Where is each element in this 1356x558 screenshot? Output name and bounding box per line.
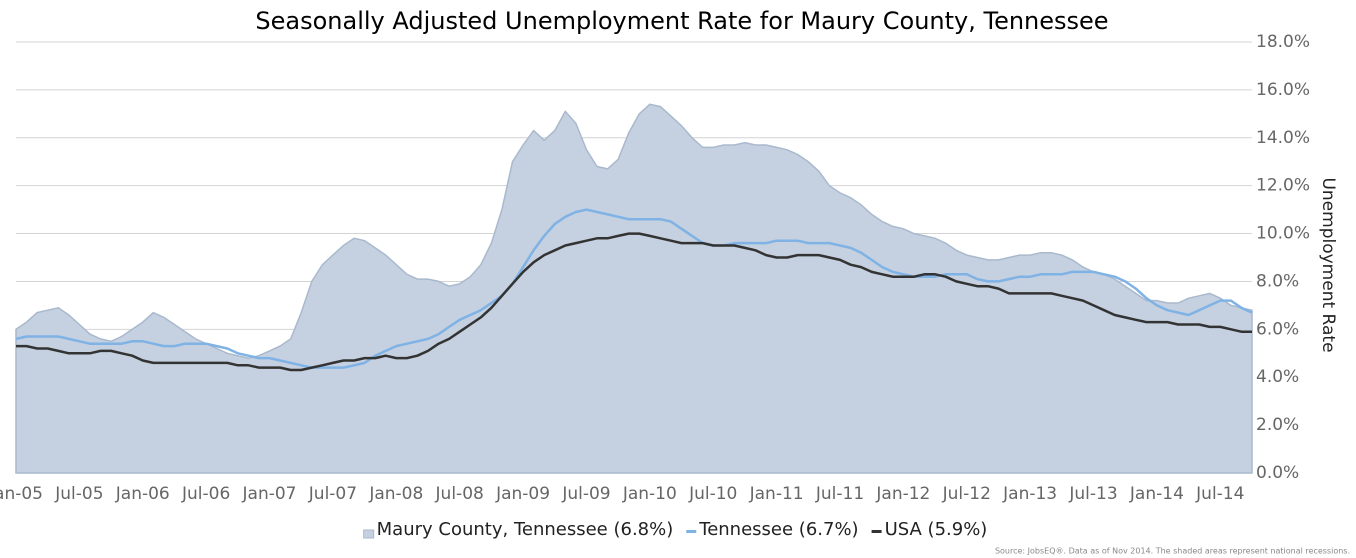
x-tick-label: Jan-12 [875,484,930,504]
x-tick-label: Jan-07 [242,484,297,504]
y-tick-label: 4.0% [1256,367,1299,387]
x-tick-label: Jul-14 [1195,484,1244,504]
x-tick-label: Jul-06 [181,484,230,504]
x-tick-label: Jul-11 [815,484,864,504]
chart-title: Seasonally Adjusted Unemployment Rate fo… [255,7,1108,35]
y-tick-label: 12.0% [1256,176,1310,196]
x-tick-label: Jul-13 [1068,484,1117,504]
x-tick-label: Jul-08 [435,484,484,504]
y-tick-label: 16.0% [1256,80,1310,100]
x-tick-label: Jan-13 [1002,484,1057,504]
y-axis-label: Unemployment Rate [1318,177,1338,352]
y-tick-label: 0.0% [1256,463,1299,483]
y-tick-label: 6.0% [1256,319,1299,339]
x-tick-label: Jul-09 [561,484,610,504]
y-tick-label: 8.0% [1256,271,1299,291]
area [15,103,1253,474]
y-tick-label: 14.0% [1256,128,1310,148]
line [15,208,1253,369]
y-tick-label: 18.0% [1256,32,1310,52]
line [16,232,1252,372]
x-tick-label: Jan-06 [115,484,170,504]
legend-swatch [686,530,697,533]
y-tick-label: 2.0% [1256,415,1299,435]
legend-label: USA (5.9%) [885,519,988,540]
x-tick-label: Jan-08 [368,484,423,504]
legend-label: Tennessee (6.7%) [698,519,858,540]
legend-swatch [871,530,882,533]
x-tick-label: Jul-07 [308,484,357,504]
x-tick-label: Jan-09 [495,484,550,504]
x-tick-label: Jul-12 [942,484,991,504]
x-tick-label: Jul-10 [688,484,737,504]
x-tick-label: Jan-05 [0,484,43,504]
x-tick-label: Jan-11 [749,484,804,504]
x-tick-label: Jan-10 [622,484,677,504]
legend-label: Maury County, Tennessee (6.8%) [377,519,674,540]
x-tick-label: Jul-05 [54,484,103,504]
y-tick-label: 10.0% [1256,224,1310,244]
source-note: Source: JobsEQ®. Data as of Nov 2014. Th… [995,547,1350,556]
x-tick-label: Jan-14 [1129,484,1184,504]
legend-swatch [363,529,375,539]
